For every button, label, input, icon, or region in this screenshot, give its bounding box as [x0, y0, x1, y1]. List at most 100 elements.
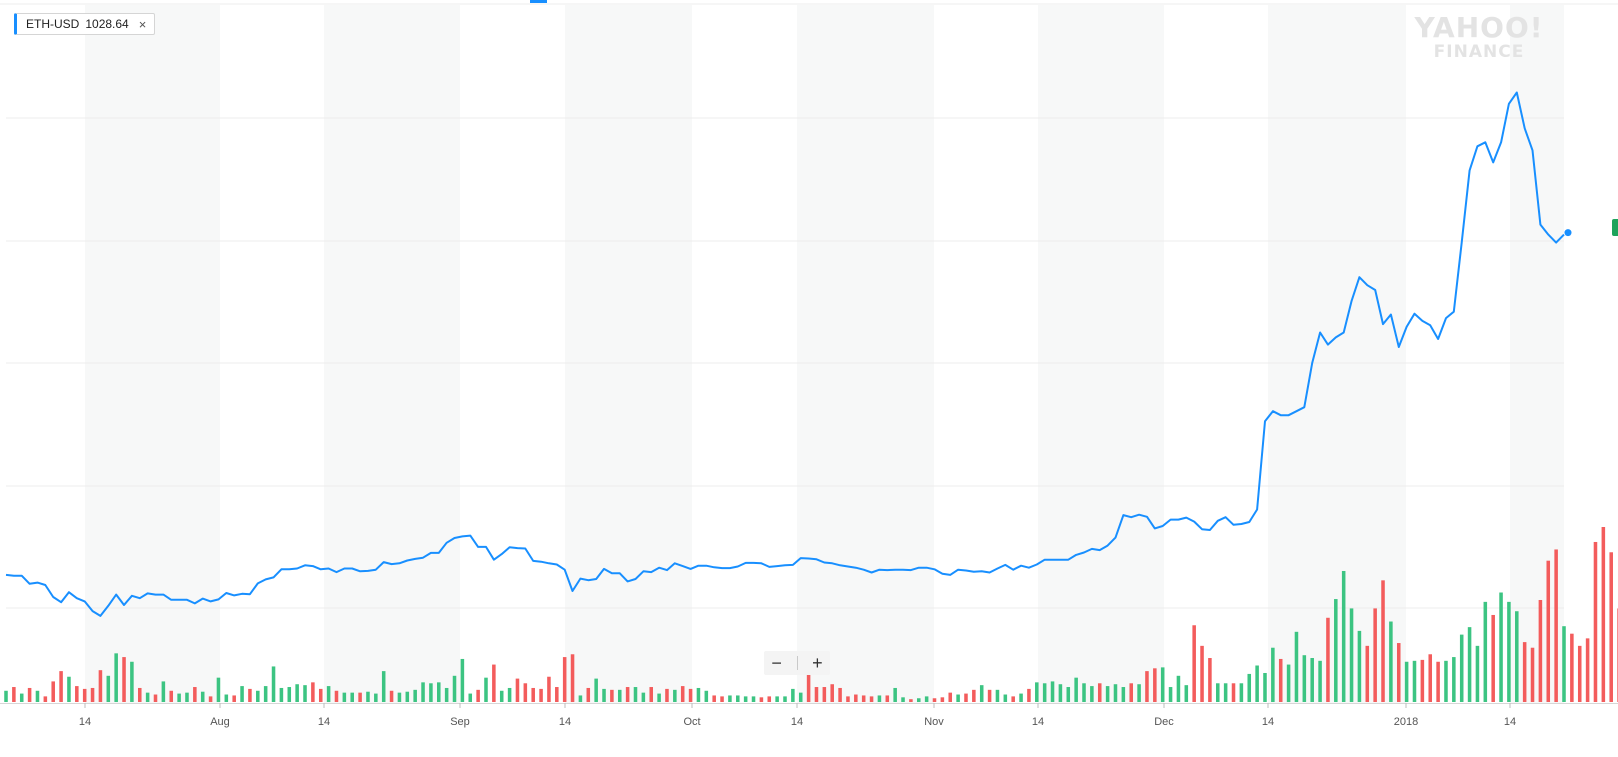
volume-bar — [1042, 683, 1047, 702]
volume-bar — [1577, 645, 1582, 702]
volume-bar — [1271, 647, 1275, 702]
volume-bar — [822, 687, 827, 702]
volume-bar — [1334, 599, 1338, 702]
volume-bar — [240, 686, 244, 702]
volume-bar — [964, 693, 968, 702]
volume-bar — [1121, 687, 1126, 702]
volume-bar — [570, 654, 575, 702]
volume-bar — [869, 696, 874, 702]
volume-bar — [539, 688, 543, 702]
volume-bar — [311, 682, 315, 702]
volume-bar — [1231, 683, 1236, 702]
volume-bar — [421, 682, 425, 702]
volume-bar — [444, 687, 449, 702]
volume-bar — [1278, 658, 1283, 702]
volume-bar — [1444, 660, 1448, 702]
volume-bar — [507, 687, 512, 702]
volume-bar — [712, 695, 716, 702]
volume-bar — [728, 695, 732, 702]
volume-bar — [1428, 654, 1433, 702]
volume-bar — [1357, 630, 1362, 702]
volume-bar — [1515, 611, 1519, 702]
volume-bar — [185, 692, 189, 702]
volume-bar — [1381, 580, 1385, 702]
legend-symbol: ETH-USD — [26, 17, 80, 31]
legend-value: 1028.64 — [85, 17, 129, 31]
volume-bar — [932, 698, 937, 702]
logo-line1: YAHOO! — [1414, 11, 1544, 44]
volume-bar — [1263, 672, 1267, 702]
zoom-out-button[interactable]: − — [771, 653, 782, 673]
volume-bar — [1341, 570, 1346, 702]
volume-bar — [791, 688, 795, 702]
volume-bar — [861, 695, 866, 702]
volume-bar — [1153, 668, 1157, 702]
volume-bar — [696, 687, 701, 702]
volume-bar — [1404, 661, 1409, 702]
volume-bar — [67, 676, 71, 702]
volume-bar — [830, 684, 834, 702]
volume-bar — [1050, 681, 1055, 702]
x-tick-label: 14 — [791, 716, 803, 728]
volume-bar — [1066, 687, 1071, 702]
yahoo-finance-logo: YAHOO! FINANCE — [1404, 11, 1554, 63]
volume-bar — [224, 694, 229, 702]
volume-bar — [885, 695, 890, 702]
volume-bar — [342, 692, 347, 702]
x-tick-label: 14 — [559, 716, 571, 728]
x-tick-label: 14 — [1504, 716, 1516, 728]
volume-bar — [657, 693, 661, 702]
volume-bar — [279, 687, 284, 702]
volume-bar — [468, 693, 473, 702]
volume-bar — [1349, 608, 1354, 702]
volume-bar — [578, 695, 583, 702]
zoom-in-button[interactable]: + — [812, 653, 823, 673]
volume-bar — [1239, 683, 1244, 702]
volume-bar — [956, 694, 960, 702]
price-line — [5, 91, 1565, 617]
volume-bar — [1593, 541, 1598, 702]
x-axis: 14 Aug 14 Sep 14 Oct 14 Nov 14 Dec 14 2018 14 — [79, 703, 1516, 728]
volume-bar — [1090, 686, 1094, 702]
x-tick-label: 2018 — [1394, 716, 1418, 728]
volume-bar — [169, 690, 174, 702]
volume-bar — [1097, 683, 1102, 702]
volume-bar — [743, 696, 748, 702]
volume-bar — [602, 688, 606, 702]
volume-bar — [1294, 631, 1299, 702]
volume-bar — [476, 689, 480, 702]
volume-bar — [437, 682, 441, 702]
volume-bar — [924, 696, 929, 702]
volume-bar — [838, 687, 842, 702]
volume-bar — [1137, 684, 1141, 702]
volume-bar — [641, 692, 646, 702]
volume-bar — [783, 696, 787, 702]
volume-bar — [318, 688, 323, 702]
volume-bar — [972, 689, 976, 702]
top-range-indicator — [530, 0, 547, 3]
chart-band — [1038, 5, 1164, 703]
volume-bar — [995, 689, 1000, 702]
volume-bar — [1011, 696, 1015, 702]
volume-bar — [499, 690, 504, 702]
volume-bar — [1452, 657, 1456, 702]
volume-bar — [1373, 608, 1377, 702]
volume-bar — [358, 692, 362, 702]
volume-bar — [12, 687, 16, 702]
volume-bar — [1200, 645, 1204, 702]
volume-bar — [1412, 660, 1417, 702]
volume-bar — [1176, 675, 1181, 702]
volume-bar — [1129, 683, 1133, 702]
close-icon[interactable]: × — [138, 16, 147, 32]
volume-bar — [1420, 659, 1425, 702]
volume-bar — [1475, 645, 1480, 702]
x-tick-label: Oct — [683, 716, 700, 728]
gridlines — [0, 3, 1618, 704]
volume-bar — [625, 687, 630, 702]
volume-bar — [75, 686, 79, 702]
volume-bar — [145, 692, 150, 702]
volume-bar — [1507, 601, 1511, 702]
volume-bar — [1538, 599, 1543, 702]
volume-bar — [854, 694, 858, 702]
legend-chip[interactable]: ETH-USD 1028.64 × — [14, 13, 156, 35]
